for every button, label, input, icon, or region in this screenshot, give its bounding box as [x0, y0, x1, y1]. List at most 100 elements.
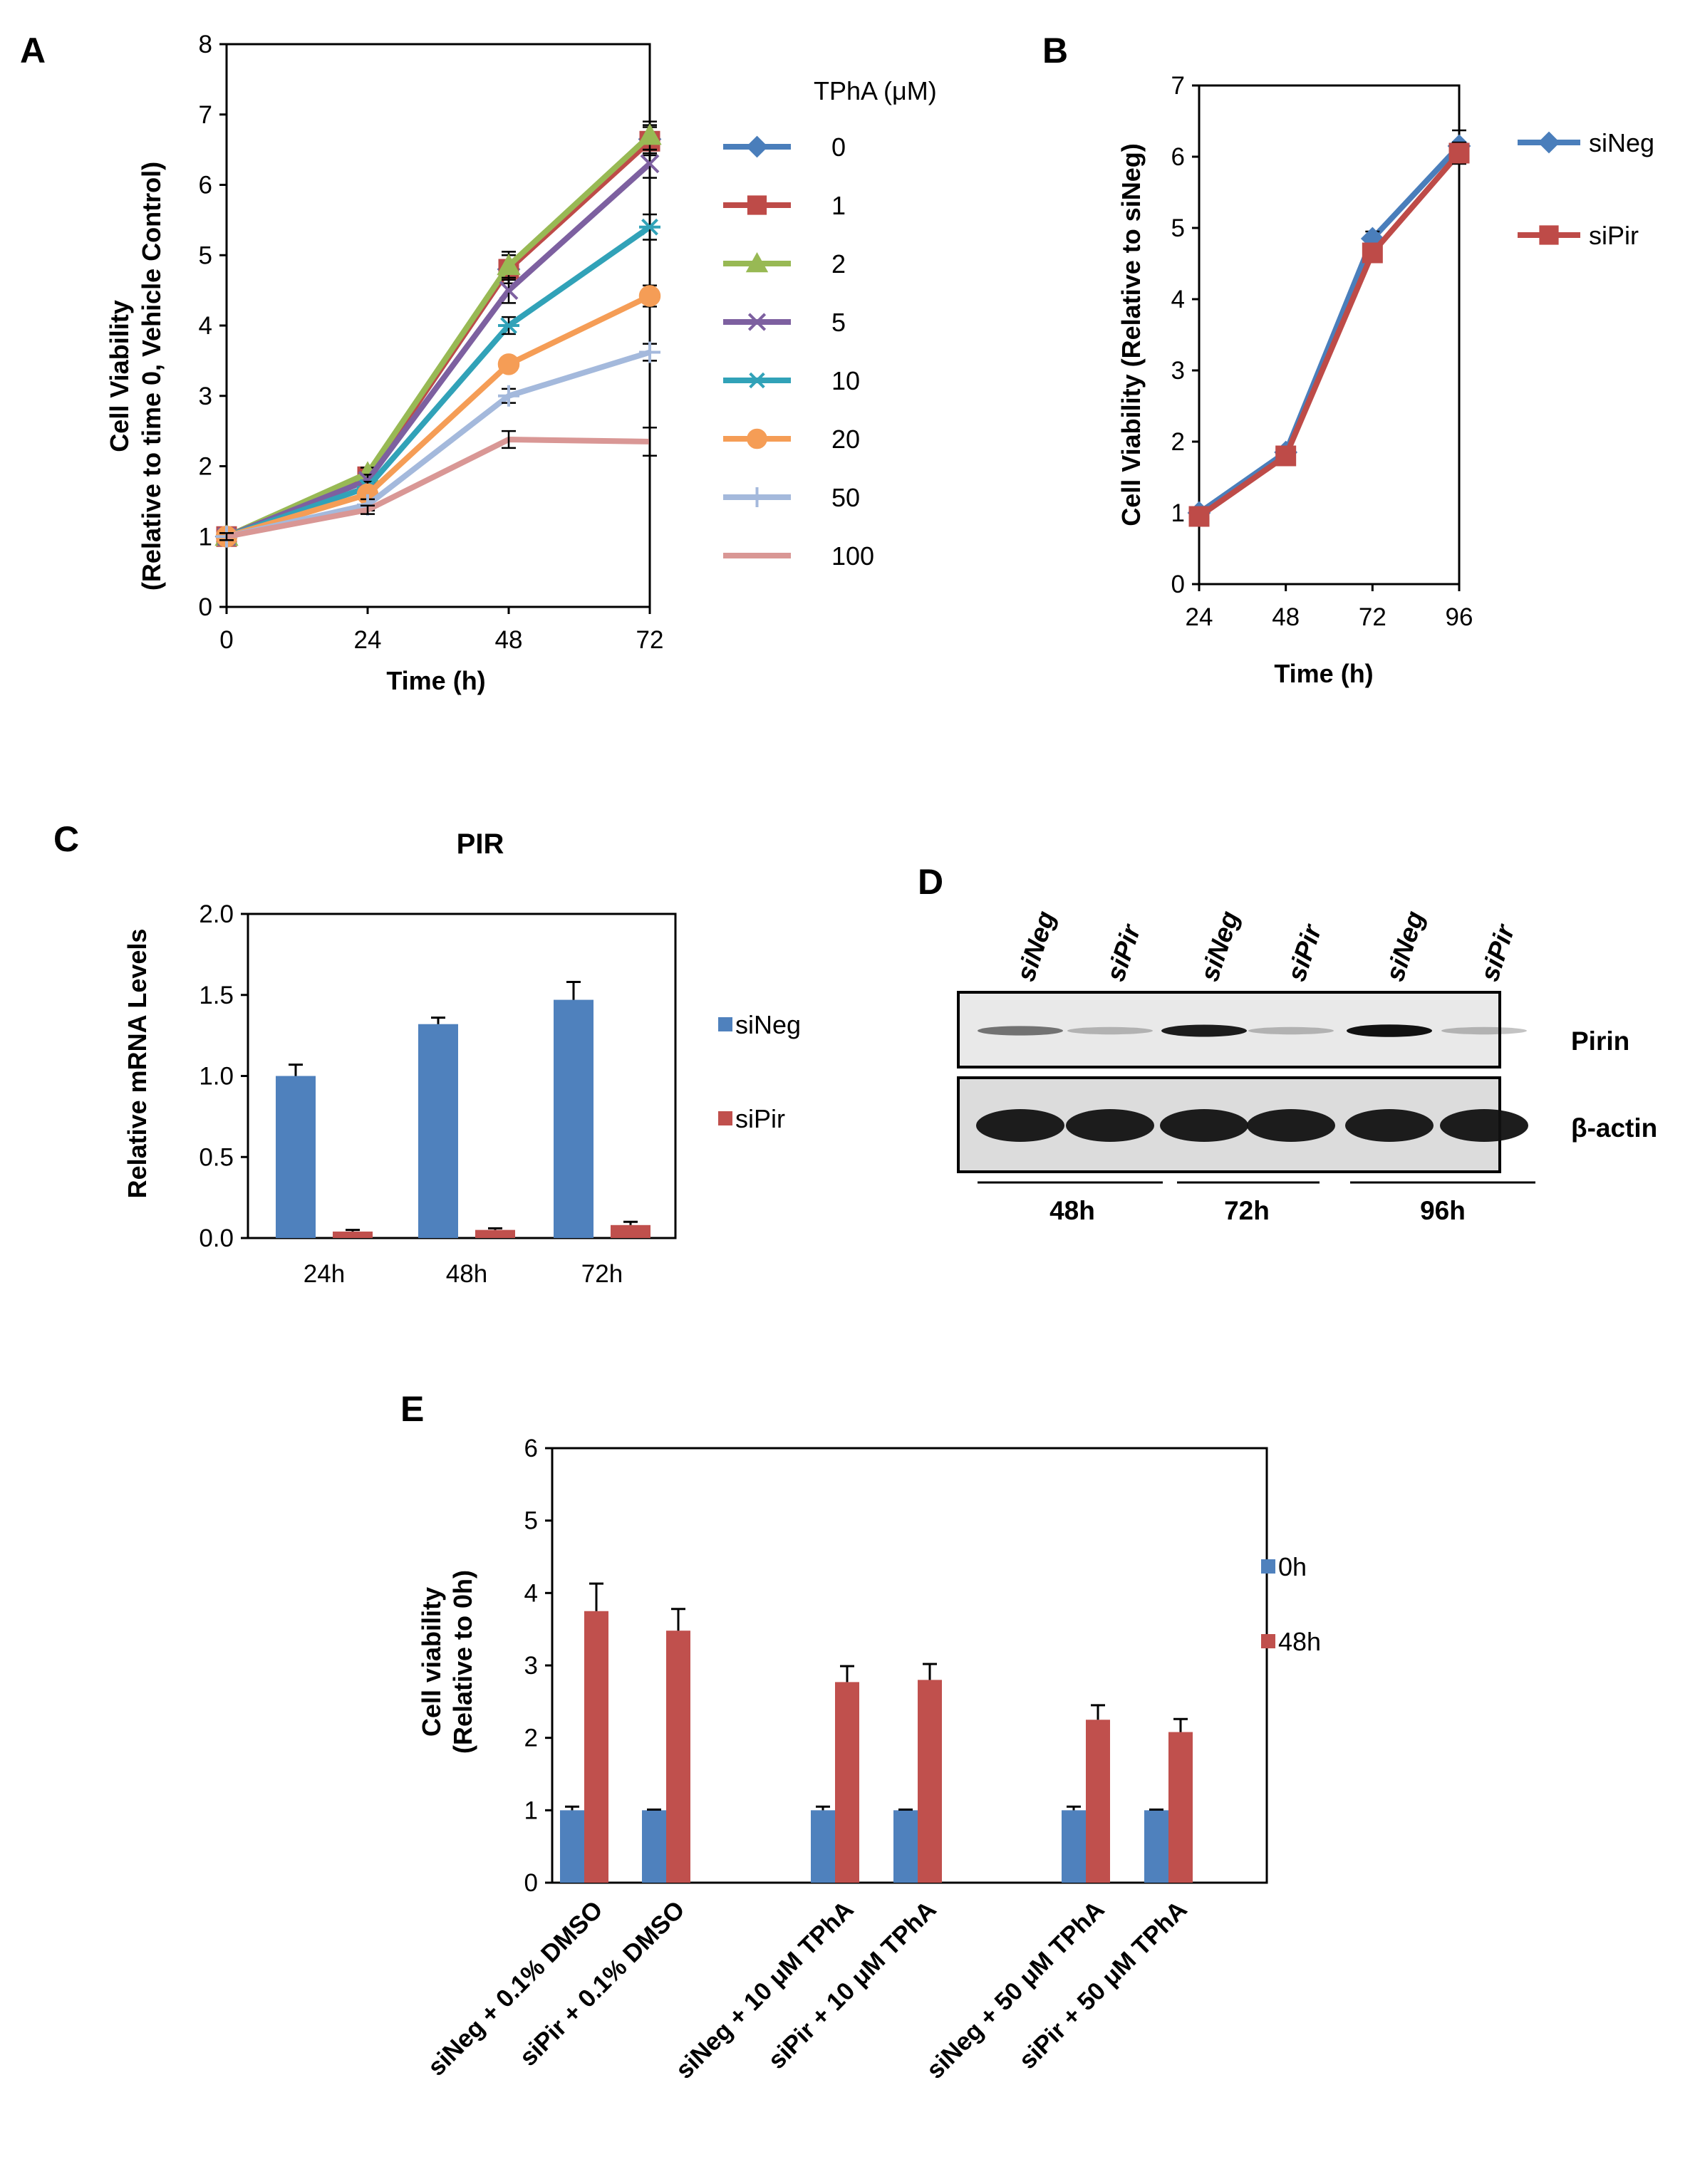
- blot-lane-label: siNeg: [1011, 908, 1061, 985]
- panel-c-y-tick-label: 0.5: [199, 1143, 234, 1171]
- panel-b-x-tick-label: 96: [1446, 603, 1473, 631]
- panel-b-data-point-siPir: [1448, 142, 1470, 164]
- panel-a-series-line-20: [225, 293, 651, 540]
- panel-a-y-tick-label: 7: [199, 101, 212, 129]
- panel-e-bar-0h: [1062, 1810, 1086, 1883]
- blot-lane-label: siNeg: [1195, 908, 1245, 985]
- panel-e-y-tick-label: 3: [524, 1652, 538, 1680]
- panel-e-bar-48h: [1086, 1720, 1110, 1883]
- panel-a-y-axis-title-line-1: Cell Viability: [105, 300, 134, 452]
- panel-e-bar-48h: [835, 1682, 859, 1883]
- panel-a-legend-marker-10: [747, 372, 767, 389]
- panel-e-bar-0h: [811, 1810, 835, 1883]
- panel-b-y-tick-label: 1: [1171, 499, 1185, 527]
- panel-c-y-tick-label: 2.0: [199, 900, 234, 928]
- panel-e-y-tick-label: 2: [524, 1725, 538, 1752]
- panel-e-error-bar-48h: [671, 1608, 685, 1631]
- panel-a-x-tick-label: 72: [636, 626, 664, 654]
- panel-a-data-point-20: [638, 285, 661, 307]
- blot-band-actin: [1160, 1109, 1248, 1142]
- blot-band-actin: [1066, 1109, 1154, 1142]
- panel-letter-e: E: [400, 1389, 424, 1429]
- panel-b-data-point-siPir: [1188, 506, 1210, 527]
- panel-c-legend-swatch-siPir: [718, 1111, 732, 1125]
- panel-c-y-tick-label: 1.0: [199, 1063, 234, 1091]
- panel-c-error-bar-siPir: [488, 1227, 502, 1230]
- panel-a-data-point-10: [639, 218, 660, 236]
- panel-a-data-point-5: [499, 281, 519, 301]
- panel-c-error-bar-siPir: [623, 1220, 638, 1225]
- panel-a-x-tick-label: 0: [219, 626, 233, 654]
- panel-b-y-tick-label: 3: [1171, 357, 1185, 385]
- panel-b-y-tick-label: 2: [1171, 428, 1185, 456]
- panel-a-legend-label-2: 2: [831, 249, 846, 279]
- panel-b-series-line-siNeg: [1197, 144, 1461, 516]
- panel-a-data-point-2: [497, 254, 521, 276]
- panel-letter-d: D: [918, 862, 943, 902]
- panel-a-y-axis-title-line-2: (Relative to time 0, Vehicle Control): [137, 162, 166, 591]
- panel-e-error-bar-48h: [1091, 1704, 1105, 1720]
- panel-c-error-bar-siNeg: [431, 1016, 445, 1024]
- panel-e-bar-48h: [584, 1611, 608, 1883]
- blot-band-actin: [1345, 1109, 1434, 1142]
- panel-e-error-bar-48h: [840, 1665, 854, 1683]
- panel-b-legend-marker-siNeg: [1538, 131, 1560, 154]
- panel-a-data-point-5: [640, 154, 660, 174]
- blot-row-label-pirin: Pirin: [1571, 1026, 1629, 1056]
- panel-b-data-point-siPir: [1362, 242, 1383, 264]
- panel-a-legend-label-100: 100: [831, 541, 874, 571]
- panel-e-bar-48h: [666, 1631, 690, 1883]
- panel-a-data-point-20: [497, 353, 520, 375]
- panel-c-title: PIR: [457, 828, 504, 860]
- panel-a-legend-marker-2: [745, 251, 769, 273]
- panel-b-y-tick-label: 7: [1171, 72, 1185, 100]
- panel-a-legend-marker-50: [747, 487, 767, 507]
- panel-c-x-tick-label: 48h: [446, 1260, 487, 1288]
- blot-band-pirin: [1441, 1026, 1527, 1035]
- panel-letter-a: A: [20, 31, 46, 71]
- panel-e-error-bar-0h: [898, 1808, 913, 1811]
- panel-b-plot-frame: [1198, 84, 1461, 586]
- panel-e-x-tick-label: siPir + 10 μM TPhA: [763, 1896, 942, 2074]
- panel-e-y-axis-title-line-2: (Relative to 0h): [448, 1570, 477, 1754]
- panel-e-y-tick-label: 4: [524, 1579, 538, 1607]
- panel-a-legend-marker-20: [747, 428, 767, 449]
- panel-e-error-bar-0h: [816, 1805, 830, 1811]
- panel-letter-b: B: [1042, 31, 1068, 71]
- panel-e-error-bar-0h: [1149, 1808, 1163, 1811]
- panel-b-x-axis-title: Time (h): [1274, 659, 1373, 688]
- panel-b-legend-label-siPir: siPir: [1589, 221, 1639, 250]
- panel-a-data-point-10: [498, 317, 519, 334]
- panel-b-line-chart: Cell Viability (Relative to siNeg) Time …: [1116, 72, 1654, 688]
- panel-b-y-tick-label: 4: [1171, 286, 1185, 313]
- panel-a-y-tick-label: 4: [199, 312, 212, 340]
- panel-e-x-tick-label: siPir + 0.1% DMSO: [514, 1896, 690, 2071]
- panel-c-bar-siPir: [611, 1224, 650, 1238]
- panel-a-y-tick-label: 8: [199, 31, 212, 58]
- panel-b-y-tick-label: 0: [1171, 571, 1185, 598]
- panel-b-y-tick-label: 6: [1171, 143, 1185, 171]
- panel-a-data-point-2: [638, 123, 662, 145]
- blot-band-pirin: [1248, 1026, 1334, 1035]
- panel-e-y-tick-label: 0: [524, 1869, 538, 1897]
- panel-a-y-tick-label: 2: [199, 453, 212, 481]
- panel-a-error-bar-100: [219, 532, 234, 541]
- panel-a-legend-label-1: 1: [831, 191, 846, 220]
- panel-e-y-axis-title-line-1: Cell viability: [417, 1587, 446, 1737]
- blot-group-label-72h: 72h: [1224, 1196, 1270, 1225]
- blot-band-pirin: [1161, 1024, 1247, 1037]
- panel-a-series-line-5: [225, 161, 652, 539]
- panel-a-series-line-2: [225, 133, 652, 539]
- panel-e-error-bar-0h: [565, 1805, 579, 1811]
- panel-e-bar-0h: [1144, 1810, 1168, 1883]
- panel-letter-c: C: [53, 819, 79, 859]
- panel-b-x-tick-label: 24: [1186, 603, 1213, 631]
- panel-c-bar-siPir: [475, 1229, 515, 1238]
- panel-a-y-tick-label: 5: [199, 241, 212, 269]
- panel-b-legend-label-siNeg: siNeg: [1589, 128, 1654, 157]
- blot-row-label-actin: β-actin: [1571, 1113, 1657, 1143]
- blot-group-label-96h: 96h: [1420, 1196, 1466, 1225]
- panel-a-line-chart: Cell Viability (Relative to time 0, Vehi…: [105, 31, 937, 695]
- panel-c-y-tick-label: 1.5: [199, 982, 234, 1009]
- panel-e-error-bar-0h: [1067, 1805, 1081, 1811]
